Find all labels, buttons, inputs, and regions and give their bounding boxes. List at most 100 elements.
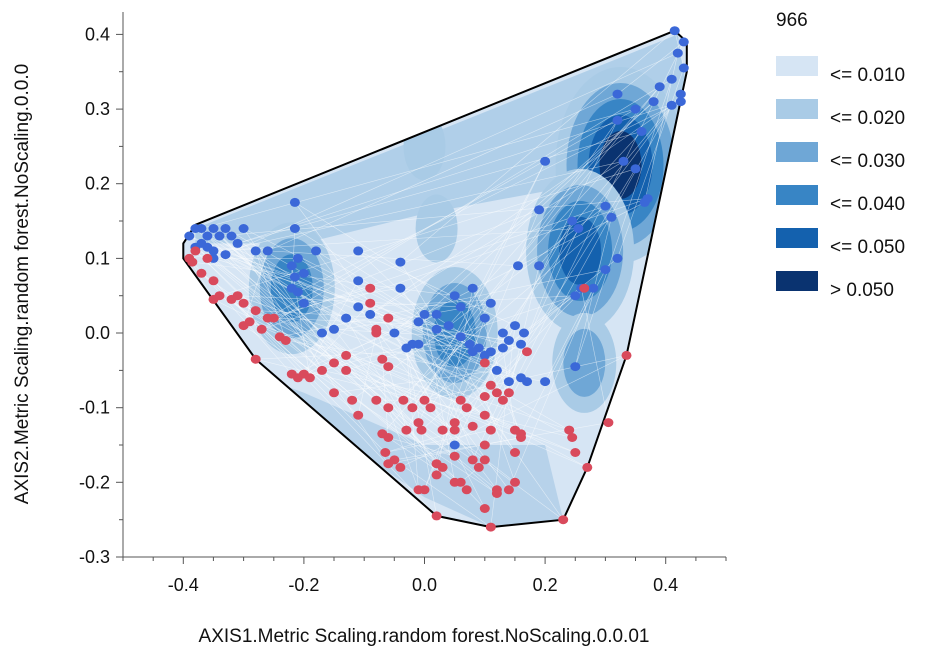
data-point	[479, 455, 490, 465]
x-axis-title: AXIS1.Metric Scaling.random forest.NoSca…	[199, 626, 650, 647]
data-point	[534, 261, 545, 271]
y-ticks: -0.3 -0.2 -0.1 0.0 0.1 0.2 0.3 0.4	[79, 24, 123, 567]
data-point	[449, 291, 460, 301]
data-point	[540, 156, 551, 166]
data-point	[431, 511, 442, 521]
mesh-edge	[406, 347, 419, 490]
mesh-edge	[448, 86, 660, 326]
mesh-edge	[297, 258, 510, 382]
data-point	[220, 224, 231, 233]
mesh-edge	[345, 370, 576, 453]
mesh-edge	[490, 385, 570, 431]
legend-label: <= 0.030	[830, 151, 905, 172]
data-point	[371, 395, 382, 405]
data-point	[497, 395, 508, 405]
mesh-edge	[484, 105, 672, 446]
data-point	[485, 380, 496, 390]
legend: 966 <= 0.010<= 0.020<= 0.030<= 0.040<= 0…	[776, 10, 905, 301]
data-point	[497, 328, 508, 338]
data-point	[666, 74, 677, 84]
data-point	[289, 197, 300, 207]
data-point	[503, 377, 514, 387]
mesh-edge	[267, 93, 618, 252]
mesh-edge	[472, 288, 522, 438]
data-point	[618, 156, 629, 166]
data-point	[672, 48, 683, 58]
mesh-edge	[189, 161, 624, 259]
data-point	[407, 403, 418, 413]
data-point	[383, 362, 394, 372]
mesh-edge	[382, 359, 389, 438]
data-point	[443, 321, 454, 331]
mesh-edge	[225, 52, 678, 255]
data-point	[455, 477, 466, 487]
mesh-edge	[358, 209, 540, 282]
data-point	[510, 477, 520, 487]
data-point	[570, 448, 581, 457]
data-point	[250, 246, 261, 256]
data-point	[232, 291, 243, 301]
data-point	[455, 302, 466, 312]
data-point	[298, 268, 309, 278]
data-point	[558, 515, 569, 525]
mesh-edge	[508, 288, 594, 490]
data-point	[479, 350, 490, 360]
data-point	[256, 324, 267, 334]
mesh-edge	[388, 437, 455, 457]
mesh-edge	[346, 317, 509, 341]
x-ticks: -0.4 -0.2 0.0 0.2 0.4	[122, 557, 727, 595]
data-point	[516, 339, 526, 349]
data-point	[479, 410, 490, 420]
data-point	[513, 261, 523, 271]
data-point	[612, 89, 623, 99]
mesh-edge	[490, 41, 685, 431]
mesh-edge	[315, 250, 498, 490]
data-point	[588, 283, 599, 293]
mesh-edge	[243, 250, 268, 326]
data-point	[437, 425, 448, 435]
data-point	[675, 97, 686, 107]
mesh-edge	[279, 336, 461, 483]
legend-label: <= 0.020	[830, 108, 905, 129]
x-tick-label: -0.2	[288, 575, 319, 595]
data-point	[603, 418, 614, 428]
mesh-edge	[400, 261, 516, 453]
mesh-edge	[291, 265, 311, 378]
legend-swatch	[776, 228, 818, 248]
data-point	[341, 365, 352, 375]
data-point	[669, 26, 680, 36]
legend-swatch	[776, 56, 818, 76]
data-point	[317, 365, 327, 375]
data-point	[341, 313, 352, 323]
data-point	[419, 309, 430, 319]
data-point	[365, 283, 376, 293]
data-point	[371, 324, 382, 334]
data-point	[347, 395, 358, 405]
data-point	[678, 63, 689, 73]
legend-title: 966	[776, 10, 808, 31]
mesh-edge	[351, 205, 606, 401]
data-point	[329, 324, 339, 334]
data-point	[479, 358, 490, 368]
data-point	[377, 354, 388, 364]
mesh-edge	[249, 321, 588, 468]
contour-hotspot-5-level-1	[415, 194, 458, 263]
data-point	[582, 462, 593, 472]
contour-hotspot-4-level-2	[563, 328, 606, 397]
mesh-edge	[376, 329, 510, 394]
data-point	[579, 283, 590, 293]
mesh-edge	[294, 276, 437, 464]
data-point	[479, 392, 490, 401]
mesh-edge	[388, 217, 612, 408]
mesh-edge	[255, 347, 479, 360]
data-point	[467, 455, 478, 465]
data-point	[540, 377, 551, 387]
data-point	[479, 504, 490, 513]
mesh-edge	[394, 101, 654, 334]
data-point	[485, 522, 496, 532]
data-point	[639, 197, 650, 207]
legend-label: <= 0.050	[830, 237, 905, 258]
data-point	[395, 283, 406, 293]
mesh-edge	[544, 288, 594, 382]
data-point	[398, 395, 409, 405]
